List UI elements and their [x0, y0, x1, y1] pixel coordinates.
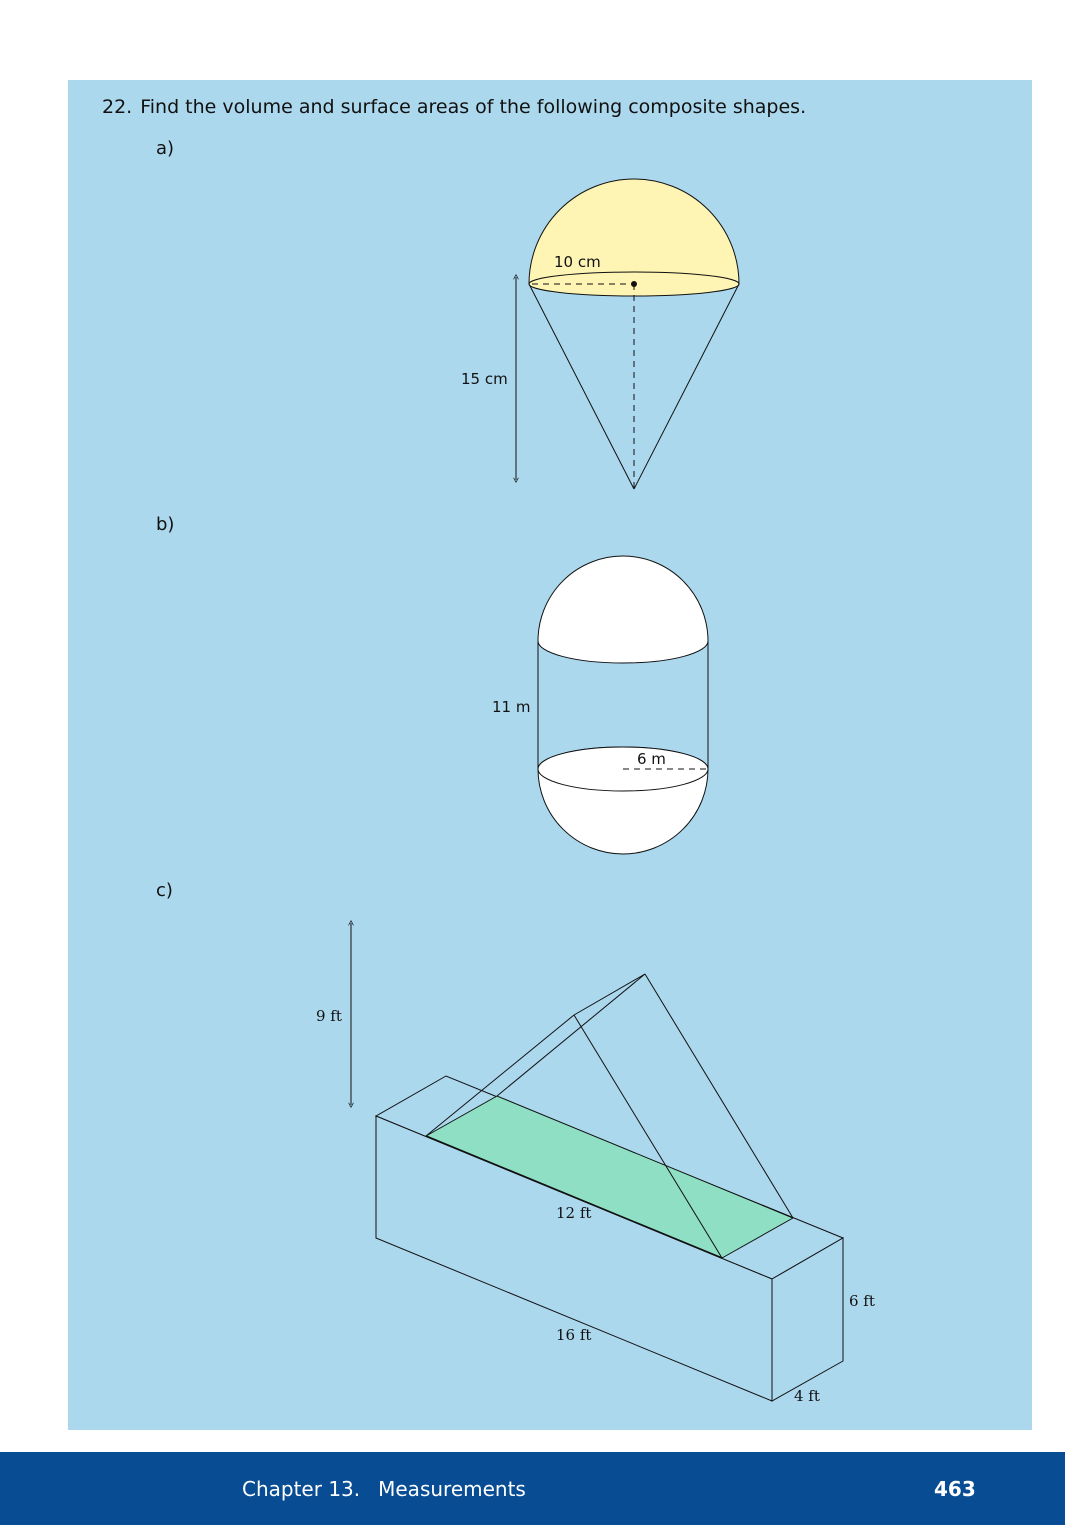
box-side-face [771, 1237, 844, 1402]
part-a-label: a) [156, 138, 175, 159]
cone-a-left-edge [528, 283, 635, 490]
question-number: 22. [102, 96, 133, 118]
radius-a-label: 10 cm [554, 253, 601, 271]
prism-front-right [573, 1014, 723, 1259]
question-22: 22. Find the volume and surface areas of … [102, 96, 806, 118]
figure-a-hemisphere-cone: 10 cm 15 cm [461, 178, 740, 490]
prism-back-right [644, 973, 794, 1219]
part-c-label: c) [156, 880, 173, 901]
box-width-label: 4 ft [794, 1387, 820, 1405]
center-a-dot [631, 281, 637, 287]
page-number: 463 [934, 1477, 976, 1501]
radius-b-label: 6 m [637, 750, 666, 768]
figure-c-prism-box: 9 ft 12 ft 16 ft 6 ft 4 ft [316, 923, 875, 1405]
chapter-title: Measurements [378, 1477, 526, 1501]
hemisphere-a [528, 178, 740, 297]
prism-front-left [425, 1014, 575, 1137]
top-hemisphere-b [537, 555, 709, 664]
height-a-label: 15 cm [461, 370, 508, 388]
box-length-label: 16 ft [556, 1326, 591, 1344]
footer-chapter: Chapter 13. Measurements [242, 1477, 526, 1501]
cone-a-right-edge [633, 283, 740, 490]
height-b-label: 11 m [492, 698, 530, 716]
part-b-label: b) [156, 514, 175, 535]
page-footer: Chapter 13. Measurements 463 [0, 1452, 1065, 1525]
prism-back-left [496, 973, 646, 1097]
prism-length-label: 12 ft [556, 1204, 591, 1222]
question-text: Find the volume and surface areas of the… [140, 96, 807, 118]
prism-ridge [573, 973, 646, 1016]
prism-front-base-edge [425, 1135, 723, 1259]
hemisphere-a-rim-back [528, 271, 740, 285]
figure-b-capsule: 11 m 6 m [492, 555, 709, 855]
box-height-label: 6 ft [849, 1292, 875, 1310]
figures-canvas: 10 cm 15 cm 11 m 6 m 9 ft 12 ft 16 ft 6 … [316, 178, 875, 1405]
chapter-number: Chapter 13. [242, 1477, 361, 1501]
prism-height-label: 9 ft [316, 1007, 342, 1025]
